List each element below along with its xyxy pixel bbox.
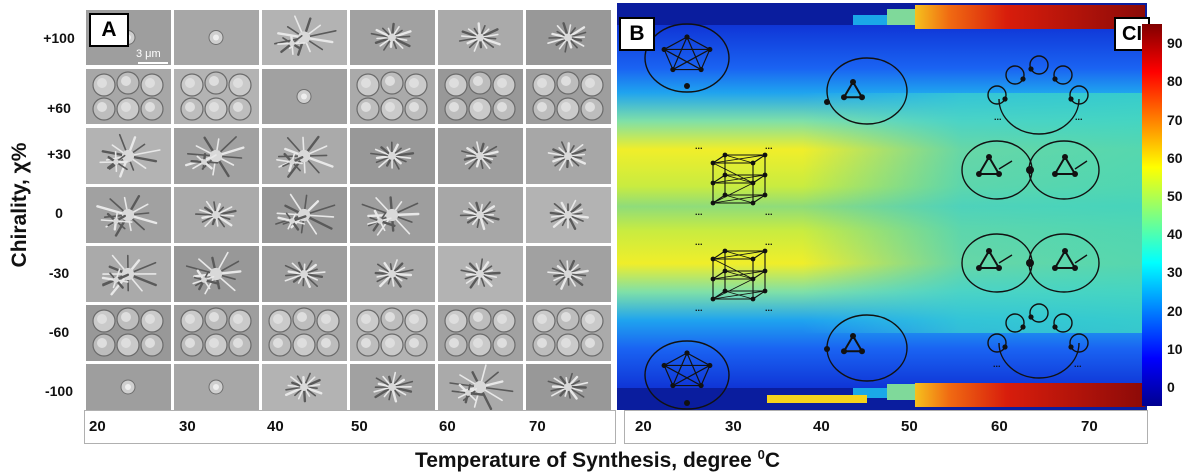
y-tick-label: -100: [44, 383, 74, 399]
colorbar-tick-label: 80: [1167, 73, 1183, 89]
sem-image-cell: [526, 10, 611, 65]
x-tick-label: 50: [901, 418, 918, 435]
colorbar-tick-label: 40: [1167, 226, 1183, 242]
svg-text:...: ...: [1075, 112, 1083, 122]
sem-image-cell: [438, 246, 523, 302]
svg-text:...: ...: [765, 237, 773, 247]
sem-image-cell: [174, 246, 259, 302]
sem-image-cell: [438, 187, 523, 243]
sem-image-cell: [262, 69, 347, 124]
sem-image-cell: [86, 128, 171, 184]
colorbar-tick-label: 30: [1167, 264, 1183, 280]
panel-b-label: B: [619, 17, 655, 51]
sem-image-cell: [526, 364, 611, 410]
sem-image-cell: [526, 305, 611, 361]
sem-image-cell: [86, 305, 171, 361]
colorbar-tick-label: 0: [1167, 379, 1175, 395]
sem-image-cell: [174, 364, 259, 410]
sem-image-cell: [174, 305, 259, 361]
x-tick-label: 20: [635, 418, 652, 435]
sem-image-cell: [350, 364, 435, 410]
panel-a-sem-grid: 3 μm: [86, 10, 612, 410]
svg-text:...: ...: [765, 207, 773, 217]
x-tick-label: 70: [1081, 418, 1098, 435]
sem-image-cell: [262, 187, 347, 243]
panel-a-label: A: [89, 13, 129, 47]
sem-image-cell: [526, 69, 611, 124]
sem-image-cell: [526, 128, 611, 184]
panel-b-heatmap: ....................................: [617, 3, 1147, 410]
scale-bar-label: 3 μm: [136, 48, 161, 60]
sem-image-cell: [86, 187, 171, 243]
x-tick-label: 70: [529, 418, 546, 435]
sem-image-cell: [174, 10, 259, 65]
svg-text:...: ...: [994, 112, 1002, 122]
x-tick-label: 60: [439, 418, 456, 435]
sem-image-cell: [174, 128, 259, 184]
svg-text:...: ...: [765, 303, 773, 313]
colorbar-tick-label: 60: [1167, 150, 1183, 166]
x-tick-label: 30: [179, 418, 196, 435]
sem-image-cell: [262, 128, 347, 184]
svg-text:...: ...: [993, 359, 1001, 369]
svg-text:...: ...: [695, 237, 703, 247]
colorbar-tick-label: 50: [1167, 188, 1183, 204]
x-axis-a: 20 30 40 50 60 70: [84, 410, 616, 444]
x-tick-label: 40: [267, 418, 284, 435]
sem-image-cell: [438, 10, 523, 65]
sem-image-cell: [262, 246, 347, 302]
x-tick-label: 50: [351, 418, 368, 435]
sem-image-cell: [350, 187, 435, 243]
sem-image-cell: [174, 69, 259, 124]
sem-image-cell: [350, 246, 435, 302]
sem-image-cell: [174, 187, 259, 243]
sem-image-cell: [438, 364, 523, 410]
colorbar-tick-label: 10: [1167, 341, 1183, 357]
colorbar: [1142, 24, 1162, 406]
colorbar-tick-label: 90: [1167, 35, 1183, 51]
sem-image-cell: [350, 69, 435, 124]
y-tick-label: +100: [43, 30, 75, 46]
x-tick-label: 40: [813, 418, 830, 435]
x-axis-b: 20 30 40 50 60 70: [624, 410, 1148, 444]
sem-image-cell: [350, 10, 435, 65]
svg-text:...: ...: [695, 207, 703, 217]
x-axis-label: Temperature of Synthesis, degree 0C: [414, 447, 781, 472]
svg-text:...: ...: [765, 141, 773, 151]
y-tick-label: 0: [55, 205, 63, 221]
colorbar-tick-label: 20: [1167, 303, 1183, 319]
x-tick-label: 20: [89, 418, 106, 435]
scale-bar: [138, 62, 168, 64]
y-tick-label: -30: [48, 265, 70, 281]
sem-image-cell: [438, 128, 523, 184]
sem-image-cell: [262, 364, 347, 410]
sem-image-cell: [350, 305, 435, 361]
svg-text:...: ...: [1074, 359, 1082, 369]
sem-image-cell: [86, 364, 171, 410]
y-axis-label: Chirality, χ%: [8, 142, 31, 268]
sem-image-cell: [526, 246, 611, 302]
sem-image-cell: [262, 305, 347, 361]
sem-image-cell: [438, 69, 523, 124]
sem-image-cell: [86, 246, 171, 302]
svg-text:...: ...: [695, 303, 703, 313]
sem-image-cell: [86, 69, 171, 124]
sem-image-cell: [262, 10, 347, 65]
colorbar-tick-label: 70: [1167, 112, 1183, 128]
y-tick-label: -60: [48, 324, 70, 340]
svg-text:...: ...: [695, 141, 703, 151]
x-tick-label: 60: [991, 418, 1008, 435]
sem-image-cell: [526, 187, 611, 243]
sem-image-cell: [438, 305, 523, 361]
y-tick-label: +60: [47, 100, 71, 116]
x-tick-label: 30: [725, 418, 742, 435]
y-tick-label: +30: [47, 146, 71, 162]
sem-image-cell: [350, 128, 435, 184]
